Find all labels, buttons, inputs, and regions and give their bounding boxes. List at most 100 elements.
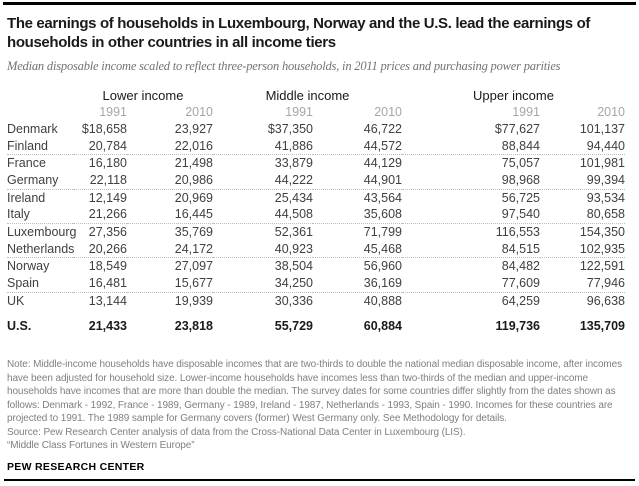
value-cell: 71,799: [363, 225, 403, 239]
value-cell: 102,935: [540, 240, 626, 259]
value-cell: 16,445: [127, 206, 213, 225]
value-cell: 41,886: [213, 137, 313, 156]
country-cell: Netherlands: [7, 240, 74, 259]
corner-cell: [7, 104, 73, 121]
country-cell: Italy: [7, 206, 73, 225]
year-column-header: 1991: [512, 105, 541, 120]
value-cell: 56,725: [501, 190, 541, 205]
value-cell: 22,016: [127, 137, 213, 156]
value-cell: 88,844: [402, 137, 541, 156]
value-cell: 38,504: [274, 259, 313, 274]
page-title: The earnings of households in Luxembourg…: [7, 14, 591, 51]
value-cell: 101,137: [579, 121, 626, 136]
value-cell: 84,515: [402, 240, 541, 259]
value-cell: 44,508: [213, 206, 313, 225]
value-cell: 20,986: [127, 171, 213, 190]
value-cell: 25,434: [274, 190, 313, 205]
value-cell: 99,394: [540, 171, 626, 190]
value-cell: 21,498: [174, 156, 213, 171]
year-column-header: 1991: [285, 105, 313, 120]
value-cell: 94,440: [540, 137, 626, 156]
value-cell: 46,722: [363, 121, 403, 136]
value-cell: 35,769: [174, 225, 213, 239]
year-header-row: 1991 2010 1991 2010 1991 2010: [7, 104, 625, 121]
value-cell: 16,180: [88, 156, 127, 171]
value-cell: 12,149: [88, 190, 127, 205]
value-cell: 60,884: [363, 319, 403, 334]
value-cell: 122,591: [579, 259, 626, 274]
table-body: Denmark $18,658 23,927 $37,350 46,722 $77,627…: [7, 121, 626, 335]
table-row: Italy 21,266 16,445 44,508 35,608 97,540 80,65…: [7, 206, 626, 225]
value-cell: 116,553: [495, 225, 541, 239]
value-cell: 22,118: [73, 171, 127, 190]
value-cell: $18,658: [81, 121, 127, 136]
value-cell: 34,250: [213, 275, 313, 293]
value-cell: 98,968: [402, 171, 541, 190]
country-cell: Ireland: [7, 190, 46, 205]
value-cell: 44,129: [363, 156, 403, 171]
value-cell: 23,818: [174, 319, 213, 334]
value-cell: 45,468: [313, 240, 403, 259]
value-cell: 24,172: [127, 240, 213, 259]
value-cell: 21,433: [88, 319, 127, 334]
bottom-rule: [4, 479, 635, 481]
year-column-header: 2010: [185, 105, 213, 120]
table-row: Finland 20,784 22,016 41,886 44,572 88,844 94,…: [7, 137, 626, 156]
value-cell: 23,927: [174, 121, 213, 136]
value-cell: $77,627: [494, 121, 541, 136]
group-header-upper-income: Upper income: [473, 87, 554, 103]
country-cell: Norway: [7, 259, 50, 274]
table-row: UK 13,144 19,939 30,336 40,888 64,259 96,638: [7, 292, 625, 309]
country-cell: Germany: [7, 171, 73, 190]
value-cell: 84,482: [501, 259, 541, 274]
value-cell: 119,736: [495, 319, 541, 334]
value-cell: 135,709: [579, 319, 626, 334]
corner-cell: [7, 88, 73, 105]
value-cell: 15,677: [127, 275, 213, 293]
table-header: Lower income Middle income Upper income …: [7, 88, 625, 121]
value-cell: 101,981: [579, 156, 626, 171]
value-cell: 20,266: [73, 240, 127, 259]
value-cell: 77,946: [540, 275, 626, 293]
value-cell: 40,923: [213, 240, 313, 259]
top-rule: [3, 2, 636, 5]
value-cell: 20,969: [174, 190, 213, 205]
country-cell: U.S.: [7, 319, 32, 334]
table-row: Spain 16,481 15,677 34,250 36,169 77,609 77,94…: [7, 275, 626, 293]
value-cell: 44,572: [313, 137, 403, 156]
value-cell: 16,481: [73, 275, 127, 293]
value-cell: 13,144: [88, 293, 127, 308]
value-cell: 36,169: [313, 275, 403, 293]
value-cell: 27,097: [174, 259, 213, 274]
value-cell: 30,336: [274, 293, 313, 308]
country-cell: France: [7, 156, 46, 171]
value-cell: 40,888: [363, 293, 403, 308]
group-header-middle-income: Middle income: [265, 87, 350, 103]
value-cell: 80,658: [540, 206, 626, 225]
table-row: Denmark $18,658 23,927 $37,350 46,722 $77,627…: [7, 121, 625, 138]
group-header-row: Lower income Middle income Upper income: [7, 88, 625, 105]
value-cell: 44,901: [313, 171, 403, 190]
country-cell: Finland: [7, 137, 73, 156]
value-cell: 20,784: [73, 137, 127, 156]
value-cell: $37,350: [267, 121, 313, 136]
year-column-header: 2010: [374, 105, 403, 120]
page-subtitle: Median disposable income scaled to refle…: [7, 58, 561, 73]
value-cell: 97,540: [402, 206, 541, 225]
year-column-header: 1991: [99, 105, 127, 120]
value-cell: 21,266: [73, 206, 127, 225]
report-title-text: “Middle Class Fortunes in Western Europe…: [7, 440, 195, 452]
value-cell: 77,609: [402, 275, 541, 293]
note-text: Note: Middle-income households have disp…: [7, 359, 622, 425]
table-row: Ireland 12,149 20,969 25,434 43,564 56,725 93,…: [7, 189, 625, 206]
country-cell: UK: [7, 293, 25, 308]
table-row: Norway 18,549 27,097 38,504 56,960 84,482 122,…: [7, 258, 625, 275]
value-cell: 96,638: [586, 293, 626, 308]
table-row: Germany 22,118 20,986 44,222 44,901 98,968 99,…: [7, 171, 626, 190]
table-row-total: U.S. 21,433 23,818 55,729 60,884 119,736 135,7…: [7, 309, 625, 335]
value-cell: 154,350: [579, 225, 626, 239]
income-table: Lower income Middle income Upper income …: [7, 88, 626, 336]
value-cell: 64,259: [501, 293, 541, 308]
value-cell: 75,057: [501, 156, 541, 171]
